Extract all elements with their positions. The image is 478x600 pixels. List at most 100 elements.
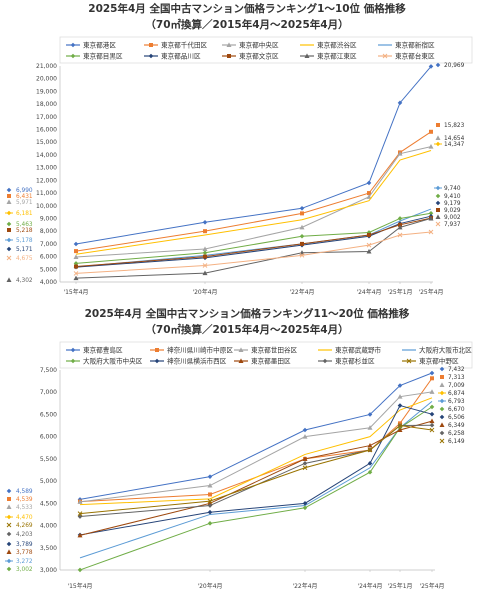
chart1-start-label: 5,218 — [16, 228, 33, 234]
chart1-data-point — [397, 232, 403, 238]
chart2-data-point — [77, 567, 83, 573]
chart1-y-tick-label: 20,000 — [36, 76, 57, 83]
chart2-y-tick-label: 6,500 — [40, 411, 57, 418]
chart2-start-label: 4,539 — [16, 497, 33, 503]
chart2-start-marker-icon — [7, 497, 11, 501]
chart2-data-point — [77, 499, 83, 504]
chart1-data-point — [73, 254, 79, 259]
chart1-data-point — [202, 219, 208, 225]
chart2-series-line — [79, 372, 433, 500]
chart1-legend-item: 東京都目黒区 — [83, 51, 123, 60]
chart2-legend-item: 大阪府大阪市北区 — [419, 345, 472, 354]
chart1-end-label: 15,823 — [444, 123, 465, 129]
chart1-end-marker-icon — [435, 62, 441, 68]
chart1-end-label: 9,179 — [444, 201, 461, 207]
chart2: 東京都豊島区 神奈川県川崎市中原区 東京都世田谷区 東京都武蔵野市 大阪府大阪市北区大阪… — [5, 341, 473, 590]
chart2-data-point — [397, 427, 403, 432]
chart2-data-point — [302, 465, 308, 471]
chart1-legend-item: 東京都千代田区 — [161, 40, 208, 49]
chart1-data-point — [366, 230, 372, 235]
chart1-data-point — [300, 241, 304, 246]
chart2-end-label: 6,258 — [448, 431, 465, 437]
chart2-legend — [59, 341, 473, 369]
chart1-subtitle: （70㎡換算／2015年4月～2025年4月） — [145, 18, 348, 31]
chart1-y-tick-label: 10,000 — [36, 203, 57, 210]
chart1-data-point — [428, 64, 434, 69]
chart2-data-point — [207, 503, 213, 508]
chart1-start-label: 4,302 — [16, 278, 33, 284]
chart2-end-label: 7,432 — [448, 367, 465, 373]
chart1-legend-item: 東京都江東区 — [317, 51, 357, 60]
chart2-y-tick-label: 6,000 — [40, 434, 57, 441]
chart1-end-label: 20,969 — [444, 63, 465, 69]
chart1-data-point — [300, 211, 304, 216]
chart1-data-point — [202, 246, 208, 251]
chart1-series-line — [75, 217, 432, 279]
chart2-series-line — [79, 425, 433, 515]
chart1-data-point — [367, 232, 371, 237]
chart2-data-point — [429, 418, 435, 424]
chart2-legend-marker-icon — [238, 347, 244, 352]
chart1-series-line — [75, 215, 432, 268]
chart2-start-marker-icon — [6, 566, 12, 572]
chart2-data-point — [397, 403, 403, 408]
chart2-y-tick-label: 4,000 — [40, 523, 57, 530]
chart1-x-tick-label: '15年4月 — [63, 288, 88, 296]
chart1-legend-marker-icon — [70, 53, 76, 59]
chart2-data-point — [429, 427, 435, 433]
chart2-data-point — [367, 447, 373, 453]
chart1-y-tick-label: 14,000 — [36, 152, 57, 159]
chart1-y-tick-label: 9,000 — [40, 215, 57, 222]
chart1-series-line — [75, 150, 432, 255]
chart1-y-tick-label: 15,000 — [36, 139, 57, 146]
chart1-end-marker-icon — [435, 214, 441, 219]
chart1-legend-item: 東京都中央区 — [239, 40, 279, 49]
chart1-y-tick-label: 4,000 — [40, 279, 57, 286]
chart1-data-point — [428, 215, 434, 221]
chart2-end-label: 7,009 — [448, 383, 465, 389]
chart2-data-point — [397, 383, 403, 388]
chart1-y-tick-label: 16,000 — [36, 127, 57, 134]
chart1-end-marker-icon — [436, 123, 440, 127]
chart2-data-point — [77, 514, 83, 519]
chart2-legend-item: 神奈川県横浜市西区 — [167, 356, 227, 365]
chart1-end-label: 7,937 — [444, 222, 461, 228]
chart2-data-point — [429, 370, 435, 376]
chart2-legend-marker-icon — [154, 358, 160, 364]
chart2-data-point — [77, 511, 83, 516]
chart1-data-point — [202, 270, 208, 276]
chart2-series-line — [79, 397, 433, 506]
chart2-data-point — [207, 509, 213, 515]
chart2-end-marker-icon — [439, 382, 445, 387]
chart2-legend-item: 東京都杉並区 — [335, 356, 375, 365]
chart2-start-marker-icon — [6, 549, 12, 554]
chart1-start-marker-icon — [6, 187, 12, 193]
chart2-title: 2025年4月 全国中古マンション価格ランキング11～20位 価格推移 — [85, 307, 410, 320]
chart1-end-label: 14,654 — [444, 136, 465, 142]
chart1-end-marker-icon — [435, 193, 441, 199]
chart1-start-label: 5,178 — [16, 238, 33, 244]
chart1-data-point — [73, 261, 79, 266]
chart1-legend-marker-icon — [70, 42, 76, 48]
chart2-data-point — [207, 474, 213, 479]
chart2-data-point — [207, 498, 213, 504]
chart2-data-point — [208, 492, 212, 497]
chart2-series-line — [79, 391, 433, 503]
chart1-legend-item: 東京都文京区 — [239, 51, 279, 60]
chart1-end-label: 9,029 — [444, 208, 461, 214]
chart1-start-marker-icon — [7, 194, 11, 198]
chart2-data-point — [429, 422, 435, 428]
chart2-legend-marker-icon — [238, 358, 244, 363]
chart1-x-tick-label: '25年1月 — [387, 288, 412, 296]
chart2-x-tick-label: '15年4月 — [67, 582, 92, 590]
chart1-y-tick-label: 12,000 — [36, 177, 57, 184]
chart1-series-line — [75, 231, 432, 274]
chart1-end-label: 9,740 — [444, 186, 461, 192]
chart2-start-marker-icon — [6, 522, 12, 528]
chart2-legend-item: 東京都世田谷区 — [251, 345, 298, 354]
chart2-data-point — [429, 389, 435, 394]
chart1-y-tick-label: 7,000 — [40, 241, 57, 248]
chart2-y-tick-label: 3,500 — [40, 545, 57, 552]
chart1-legend-marker-icon — [226, 42, 232, 47]
